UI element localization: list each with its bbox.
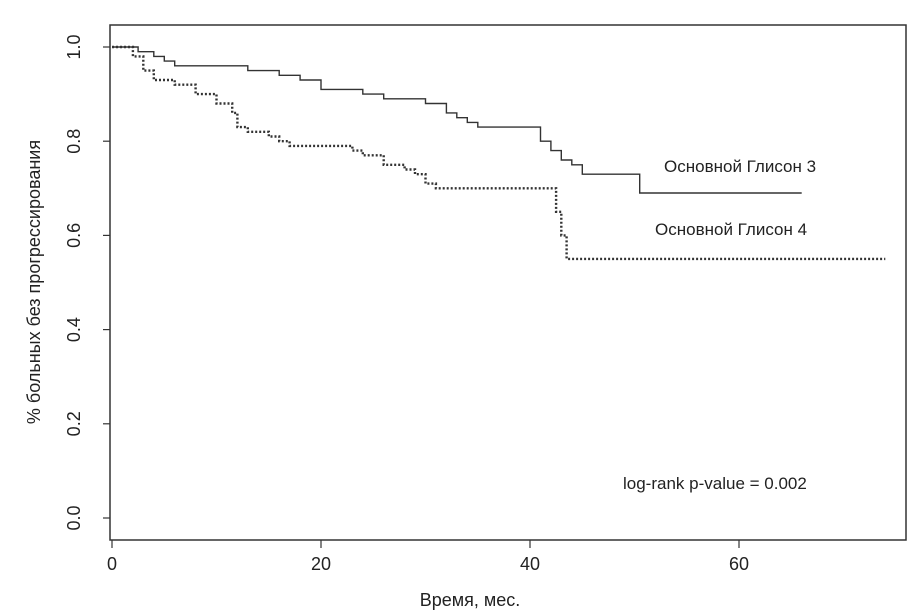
- series-line-1: [112, 46, 802, 194]
- series-layer: [112, 45, 886, 261]
- y-tick-label: 0.8: [64, 129, 84, 154]
- y-tick-label: 0.6: [64, 223, 84, 248]
- y-axis-title: % больных без прогрессирования: [24, 140, 44, 424]
- y-tick-label: 0.4: [64, 317, 84, 342]
- series-line-2: [112, 45, 886, 261]
- x-tick-label: 0: [107, 554, 117, 574]
- x-tick-label: 40: [520, 554, 540, 574]
- x-tick-label: 60: [729, 554, 749, 574]
- y-axis: 0.0 0.2 0.4 0.6 0.8 1.0: [64, 34, 110, 531]
- legend-label-gleason-3: Основной Глисон 3: [664, 157, 816, 176]
- y-tick-label: 0.2: [64, 411, 84, 436]
- y-tick-label: 1.0: [64, 34, 84, 59]
- x-axis-title: Время, мес.: [420, 590, 521, 610]
- pvalue-annotation: log-rank p-value = 0.002: [623, 474, 807, 493]
- plot-frame: [109, 24, 907, 541]
- y-tick-label: 0.0: [64, 505, 84, 530]
- x-tick-label: 20: [311, 554, 331, 574]
- x-axis: 0 20 40 60: [107, 540, 749, 574]
- legend-label-gleason-4: Основной Глисон 4: [655, 220, 807, 239]
